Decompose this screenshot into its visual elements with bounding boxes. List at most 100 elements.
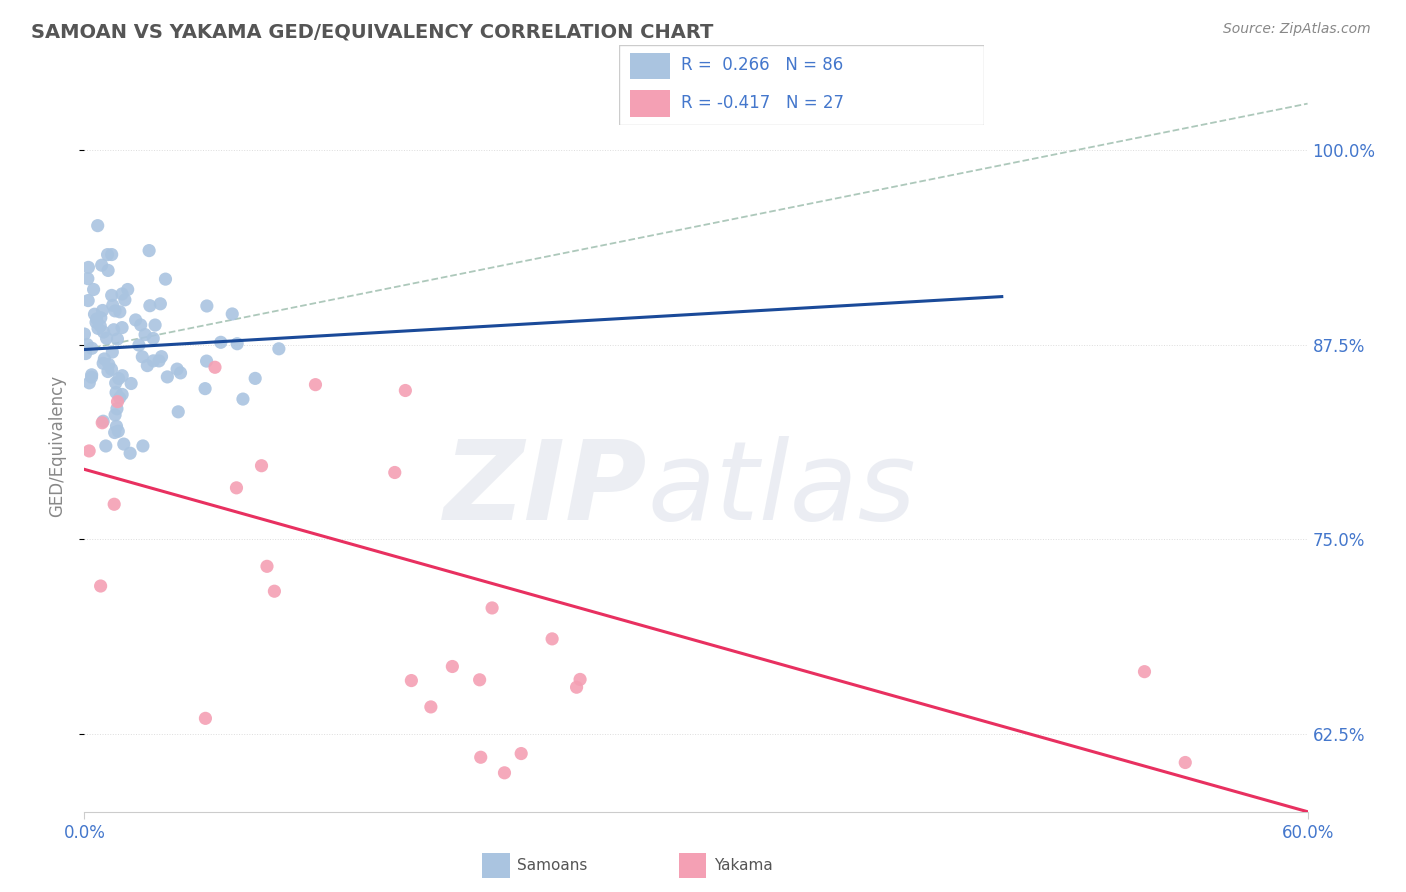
Bar	[630, 90, 669, 117]
Point	[76, 337, 98, 351]
Point	[104, 376, 127, 390]
Point	[108, 391, 131, 405]
Point	[104, 425, 127, 440]
Point	[148, 354, 170, 368]
Point	[83, 283, 105, 297]
Point	[97, 263, 120, 277]
Point	[91, 356, 114, 370]
Point	[143, 318, 166, 332]
Point	[111, 387, 134, 401]
Point	[401, 673, 423, 688]
Point	[107, 332, 129, 346]
Point	[138, 244, 160, 258]
Point	[134, 327, 156, 342]
Point	[77, 293, 100, 308]
Point	[100, 247, 122, 261]
Point	[195, 354, 218, 368]
Point	[120, 376, 142, 391]
Point	[243, 371, 266, 385]
Point	[470, 750, 492, 764]
Point	[510, 747, 533, 761]
Text: R =  0.266   N = 86: R = 0.266 N = 86	[681, 56, 844, 74]
Point	[166, 362, 188, 376]
Point	[569, 673, 592, 687]
Point	[194, 382, 217, 396]
Point	[132, 439, 155, 453]
Point	[565, 680, 588, 694]
Point	[103, 323, 125, 337]
Point	[481, 601, 503, 615]
Point	[136, 359, 159, 373]
Point	[139, 299, 162, 313]
Text: atlas: atlas	[647, 436, 915, 543]
Point	[129, 318, 152, 332]
Point	[77, 444, 100, 458]
Text: R = -0.417   N = 27: R = -0.417 N = 27	[681, 95, 844, 112]
Point	[541, 632, 564, 646]
Point	[83, 307, 105, 321]
Point	[93, 351, 115, 366]
Point	[91, 414, 114, 428]
Point	[128, 338, 150, 352]
Point	[94, 439, 117, 453]
Point	[104, 408, 127, 422]
Point	[204, 360, 226, 375]
Point	[80, 368, 103, 382]
Point	[120, 446, 142, 460]
Point	[124, 313, 146, 327]
Point	[267, 342, 290, 356]
Point	[494, 765, 516, 780]
Point	[107, 371, 129, 385]
Point	[107, 424, 129, 438]
Point	[90, 310, 112, 325]
Point	[419, 700, 441, 714]
Point	[225, 481, 247, 495]
FancyBboxPatch shape	[619, 45, 984, 125]
Point	[100, 288, 122, 302]
Point	[105, 385, 128, 400]
Point	[156, 370, 179, 384]
Point	[155, 272, 177, 286]
Point	[79, 376, 101, 390]
Point	[195, 299, 218, 313]
Point	[90, 258, 112, 272]
Point	[84, 315, 107, 329]
Point	[93, 325, 115, 339]
Bar	[679, 853, 706, 878]
Point	[107, 394, 129, 409]
Y-axis label: GED/Equivalency: GED/Equivalency	[48, 375, 66, 517]
Point	[394, 384, 416, 398]
Point	[1174, 756, 1197, 770]
Point	[101, 298, 124, 312]
Point	[1133, 665, 1156, 679]
Bar	[482, 853, 509, 878]
Text: Samoans: Samoans	[517, 858, 588, 872]
Point	[114, 293, 136, 307]
Point	[77, 260, 100, 275]
Point	[194, 711, 217, 725]
Point	[108, 305, 131, 319]
Point	[86, 219, 108, 233]
Point	[441, 659, 464, 673]
Point	[87, 321, 110, 335]
Bar	[630, 53, 669, 79]
Point	[150, 350, 173, 364]
Point	[75, 346, 97, 360]
Point	[142, 331, 165, 345]
Point	[142, 354, 165, 368]
Point	[97, 358, 120, 372]
Point	[149, 297, 172, 311]
Point	[80, 341, 103, 355]
Point	[226, 336, 249, 351]
Point	[96, 331, 118, 345]
Text: SAMOAN VS YAKAMA GED/EQUIVALENCY CORRELATION CHART: SAMOAN VS YAKAMA GED/EQUIVALENCY CORRELA…	[31, 22, 713, 41]
Point	[73, 327, 96, 342]
Point	[97, 247, 120, 261]
Point	[80, 370, 103, 384]
Point	[86, 312, 108, 326]
Point	[221, 307, 243, 321]
Text: ZIP: ZIP	[443, 436, 647, 543]
Point	[169, 366, 191, 380]
Point	[304, 377, 326, 392]
Point	[90, 579, 112, 593]
